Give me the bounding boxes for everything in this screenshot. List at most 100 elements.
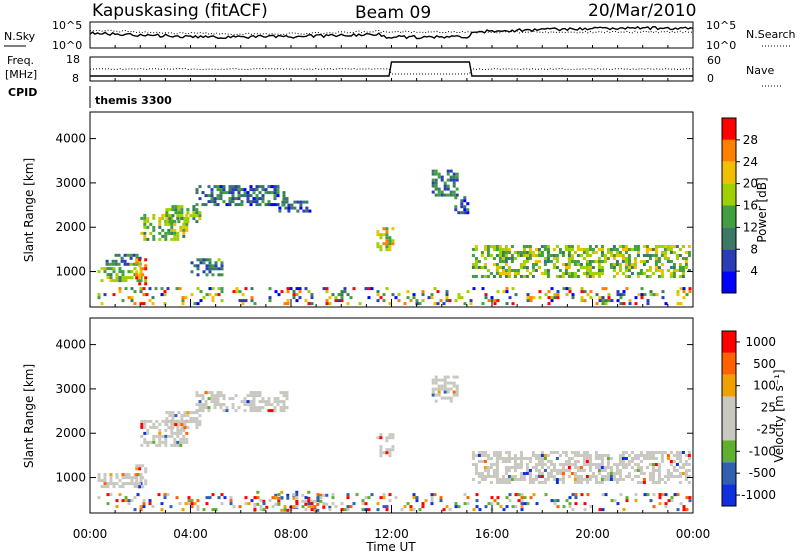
data-cell bbox=[307, 490, 311, 494]
data-cell bbox=[139, 508, 143, 512]
data-cell bbox=[255, 188, 259, 192]
data-cell bbox=[173, 231, 177, 235]
data-cell bbox=[588, 469, 592, 472]
data-cell bbox=[480, 251, 484, 254]
data-cell bbox=[513, 454, 517, 457]
data-cell bbox=[283, 505, 287, 509]
data-cell bbox=[576, 275, 580, 278]
data-cell bbox=[669, 245, 673, 248]
data-cell bbox=[219, 391, 223, 395]
data-cell bbox=[135, 467, 139, 471]
data-cell bbox=[504, 275, 508, 278]
data-cell bbox=[504, 254, 508, 257]
data-cell bbox=[118, 290, 122, 294]
data-cell bbox=[343, 508, 347, 512]
data-cell bbox=[328, 508, 332, 512]
data-cell bbox=[141, 267, 145, 271]
data-cell bbox=[681, 466, 685, 469]
data-cell bbox=[376, 242, 380, 246]
data-cell bbox=[585, 451, 589, 454]
data-cell bbox=[651, 248, 655, 251]
data-cell bbox=[507, 460, 511, 463]
data-cell bbox=[292, 493, 296, 497]
data-cell bbox=[547, 290, 551, 294]
data-cell bbox=[268, 287, 272, 291]
data-cell bbox=[276, 185, 280, 189]
data-cell bbox=[679, 287, 683, 291]
data-cell bbox=[208, 293, 212, 297]
data-cell bbox=[609, 263, 613, 266]
data-cell bbox=[585, 454, 589, 457]
data-cell bbox=[446, 387, 450, 391]
data-cell bbox=[167, 228, 171, 232]
data-cell bbox=[216, 394, 220, 398]
data-cell bbox=[164, 443, 168, 447]
data-cell bbox=[682, 505, 686, 509]
data-cell bbox=[490, 502, 494, 506]
data-cell bbox=[561, 254, 565, 257]
data-cell bbox=[177, 205, 181, 209]
data-cell bbox=[556, 296, 560, 300]
data-cell bbox=[622, 302, 626, 306]
data-cell bbox=[477, 481, 481, 484]
data-cell bbox=[522, 266, 526, 269]
data-cell bbox=[489, 481, 493, 484]
data-cell bbox=[246, 400, 250, 404]
data-cell bbox=[177, 211, 181, 215]
data-cell bbox=[170, 431, 174, 435]
data-cell bbox=[143, 219, 147, 223]
data-cell bbox=[630, 272, 634, 275]
data-cell bbox=[633, 248, 637, 251]
data-cell bbox=[564, 469, 568, 472]
data-cell bbox=[460, 205, 464, 209]
data-cell bbox=[676, 293, 680, 297]
data-cell bbox=[210, 197, 214, 201]
data-cell bbox=[567, 263, 571, 266]
data-cell bbox=[220, 287, 224, 291]
data-cell bbox=[636, 248, 640, 251]
data-cell bbox=[253, 302, 257, 306]
data-cell bbox=[604, 302, 608, 306]
data-cell bbox=[106, 502, 110, 506]
data-cell bbox=[498, 260, 502, 263]
data-cell bbox=[628, 302, 632, 306]
data-cell bbox=[457, 505, 461, 509]
data-cell bbox=[546, 272, 550, 275]
data-cell bbox=[621, 254, 625, 257]
data-cell bbox=[624, 251, 628, 254]
data-cell bbox=[196, 267, 200, 271]
data-cell bbox=[600, 469, 604, 472]
data-cell bbox=[609, 466, 613, 469]
data-cell bbox=[234, 185, 238, 189]
data-cell bbox=[552, 475, 556, 478]
data-cell bbox=[144, 282, 148, 286]
data-cell bbox=[471, 454, 475, 457]
data-cell bbox=[555, 245, 559, 248]
data-cell bbox=[528, 248, 532, 251]
data-cell bbox=[240, 203, 244, 207]
data-cell bbox=[480, 460, 484, 463]
data-cell bbox=[109, 276, 113, 280]
data-cell bbox=[585, 254, 589, 257]
data-cell bbox=[666, 257, 670, 260]
data-cell bbox=[493, 299, 497, 303]
data-cell bbox=[213, 185, 217, 189]
data-cell bbox=[685, 293, 689, 297]
data-cell bbox=[222, 397, 226, 401]
data-cell bbox=[97, 473, 101, 477]
data-cell bbox=[103, 473, 107, 477]
data-cell bbox=[255, 200, 259, 204]
data-cell bbox=[568, 290, 572, 294]
data-cell bbox=[249, 194, 253, 198]
data-cell bbox=[346, 302, 350, 306]
data-cell bbox=[176, 231, 180, 235]
data-cell bbox=[255, 194, 259, 198]
data-cell bbox=[120, 256, 124, 260]
data-cell bbox=[388, 454, 392, 458]
data-cell bbox=[573, 275, 577, 278]
data-cell bbox=[523, 502, 527, 506]
data-cell bbox=[483, 248, 487, 251]
data-cell bbox=[534, 260, 538, 263]
data-cell bbox=[168, 411, 172, 415]
data-cell bbox=[597, 275, 601, 278]
